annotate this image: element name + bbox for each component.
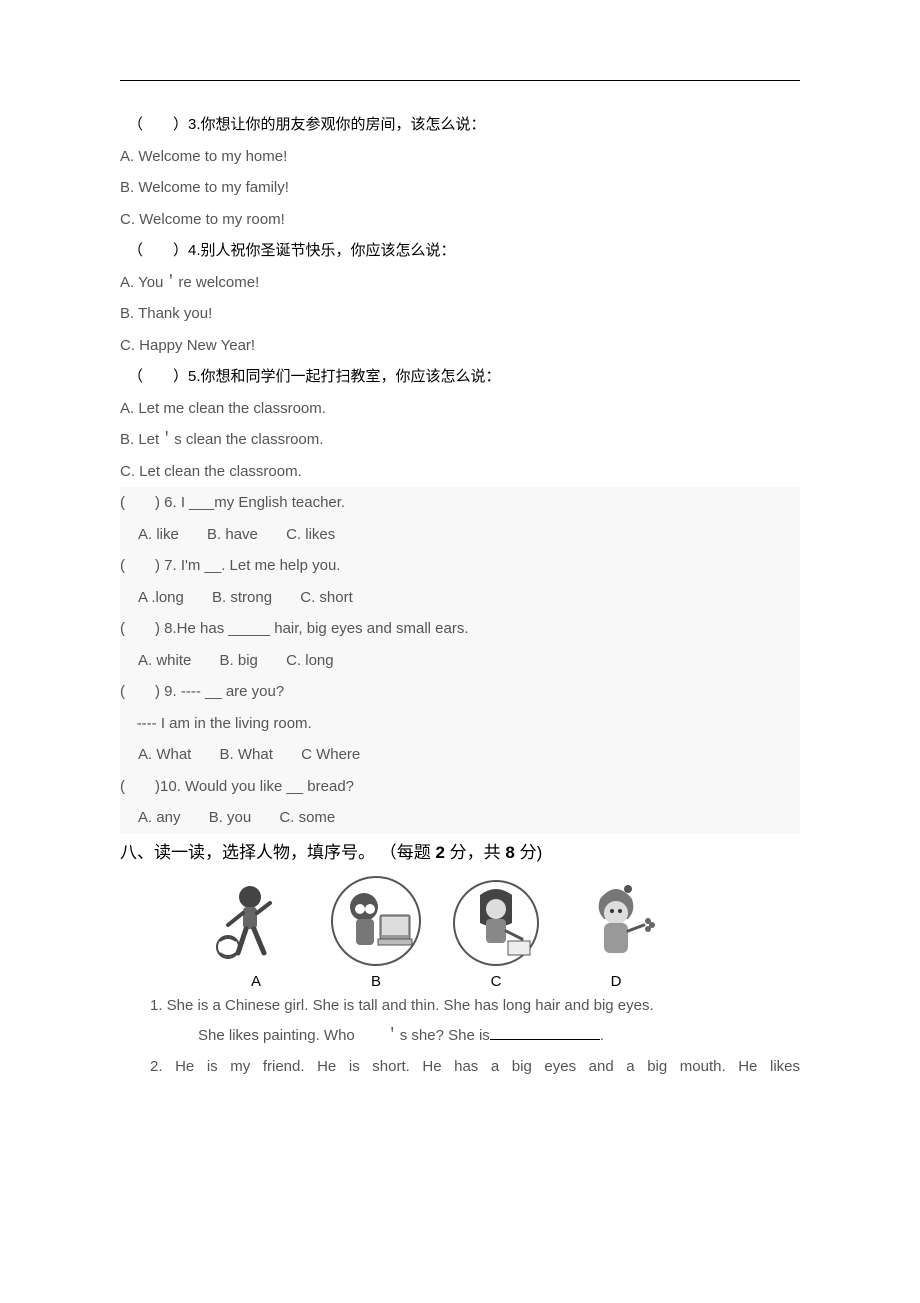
- q9-option-c: C Where: [301, 739, 360, 771]
- picture-d: [570, 875, 662, 967]
- picture-b-cell: B: [330, 875, 422, 990]
- reading-q1-line2: She likes painting. Who ＇s she? She is.: [198, 1021, 800, 1051]
- q8-option-c: C. long: [286, 645, 334, 677]
- picture-c-cell: C: [450, 875, 542, 990]
- q5-option-c: C. Let clean the classroom.: [120, 456, 800, 488]
- q6-option-c: C. likes: [286, 519, 335, 551]
- q9-option-a: A. What: [138, 739, 191, 771]
- q10-option-a: A. any: [138, 802, 181, 834]
- picture-d-label: D: [570, 973, 662, 990]
- section8-score-each: 2: [435, 843, 444, 862]
- q8-option-b: B. big: [220, 645, 258, 677]
- q7-option-a: A .long: [138, 582, 184, 614]
- q9-option-b: B. What: [220, 739, 273, 771]
- shaded-block: ( ) 6. I ___my English teacher. A. like …: [120, 487, 800, 834]
- picture-c-label: C: [450, 973, 542, 990]
- q7-option-c: C. short: [300, 582, 353, 614]
- picture-b-label: B: [330, 973, 422, 990]
- q3-option-a: A. Welcome to my home!: [120, 141, 800, 173]
- q10-options: A. any B. you C. some: [120, 802, 800, 834]
- q10-prompt: ( )10. Would you like __ bread?: [120, 771, 800, 803]
- q9-prompt: ( ) 9. ---- __ are you?: [120, 676, 800, 708]
- section8-title: 八、读一读，选择人物，填序号。 （每题 2 分，共 8 分): [120, 834, 800, 871]
- picture-a-cell: A: [210, 875, 302, 990]
- header-rule: [120, 80, 800, 81]
- picture-a: [210, 875, 302, 967]
- q5-prompt: （ ）5.你想和同学们一起打扫教室，你应该怎么说：: [120, 361, 800, 393]
- q3-option-c: C. Welcome to my room!: [120, 204, 800, 236]
- worksheet-page: （ ）3.你想让你的朋友参观你的房间，该怎么说： A. Welcome to m…: [0, 0, 920, 1303]
- q6-option-a: A. like: [138, 519, 179, 551]
- picture-b: [330, 875, 422, 967]
- q5-option-a: A. Let me clean the classroom.: [120, 393, 800, 425]
- q10-option-c: C. some: [279, 802, 335, 834]
- q10-option-b: B. you: [209, 802, 252, 834]
- reading-q1-text: She likes painting. Who ＇s she? She is: [198, 1027, 490, 1044]
- q8-options: A. white B. big C. long: [120, 645, 800, 677]
- reading-q1-line1: 1. She is a Chinese girl. She is tall an…: [150, 990, 800, 1022]
- q4-option-c: C. Happy New Year!: [120, 330, 800, 362]
- picture-c: [450, 875, 542, 967]
- section8-score-total: 8: [505, 843, 514, 862]
- q3-prompt: （ ）3.你想让你的朋友参观你的房间，该怎么说：: [120, 109, 800, 141]
- q4-option-a: A. You＇re welcome!: [120, 267, 800, 299]
- q6-options: A. like B. have C. likes: [120, 519, 800, 551]
- q8-option-a: A. white: [138, 645, 191, 677]
- reading-q1-blank: [490, 1039, 600, 1040]
- q4-prompt: （ ）4.别人祝你圣诞节快乐，你应该怎么说：: [120, 235, 800, 267]
- q4-option-b: B. Thank you!: [120, 298, 800, 330]
- q7-options: A .long B. strong C. short: [120, 582, 800, 614]
- q9-options: A. What B. What C Where: [120, 739, 800, 771]
- reading-q1-period: .: [600, 1027, 604, 1044]
- q9-cont: ---- I am in the living room.: [120, 708, 800, 740]
- q6-option-b: B. have: [207, 519, 258, 551]
- reading-q2-line1: 2. He is my friend. He is short. He has …: [150, 1051, 800, 1083]
- q5-option-b: B. Let＇s clean the classroom.: [120, 424, 800, 456]
- section8-title-mid: 分，共: [445, 843, 505, 862]
- picture-a-label: A: [210, 973, 302, 990]
- q7-option-b: B. strong: [212, 582, 272, 614]
- section8-title-post: 分): [515, 843, 542, 862]
- q3-option-b: B. Welcome to my family!: [120, 172, 800, 204]
- q6-prompt: ( ) 6. I ___my English teacher.: [120, 487, 800, 519]
- q8-prompt: ( ) 8.He has _____ hair, big eyes and sm…: [120, 613, 800, 645]
- reading-list: 1. She is a Chinese girl. She is tall an…: [150, 990, 800, 1083]
- picture-row: A B: [210, 875, 800, 990]
- picture-d-cell: D: [570, 875, 662, 990]
- section8-title-pre: 八、读一读，选择人物，填序号。 （每题: [120, 843, 435, 862]
- q7-prompt: ( ) 7. I'm __. Let me help you.: [120, 550, 800, 582]
